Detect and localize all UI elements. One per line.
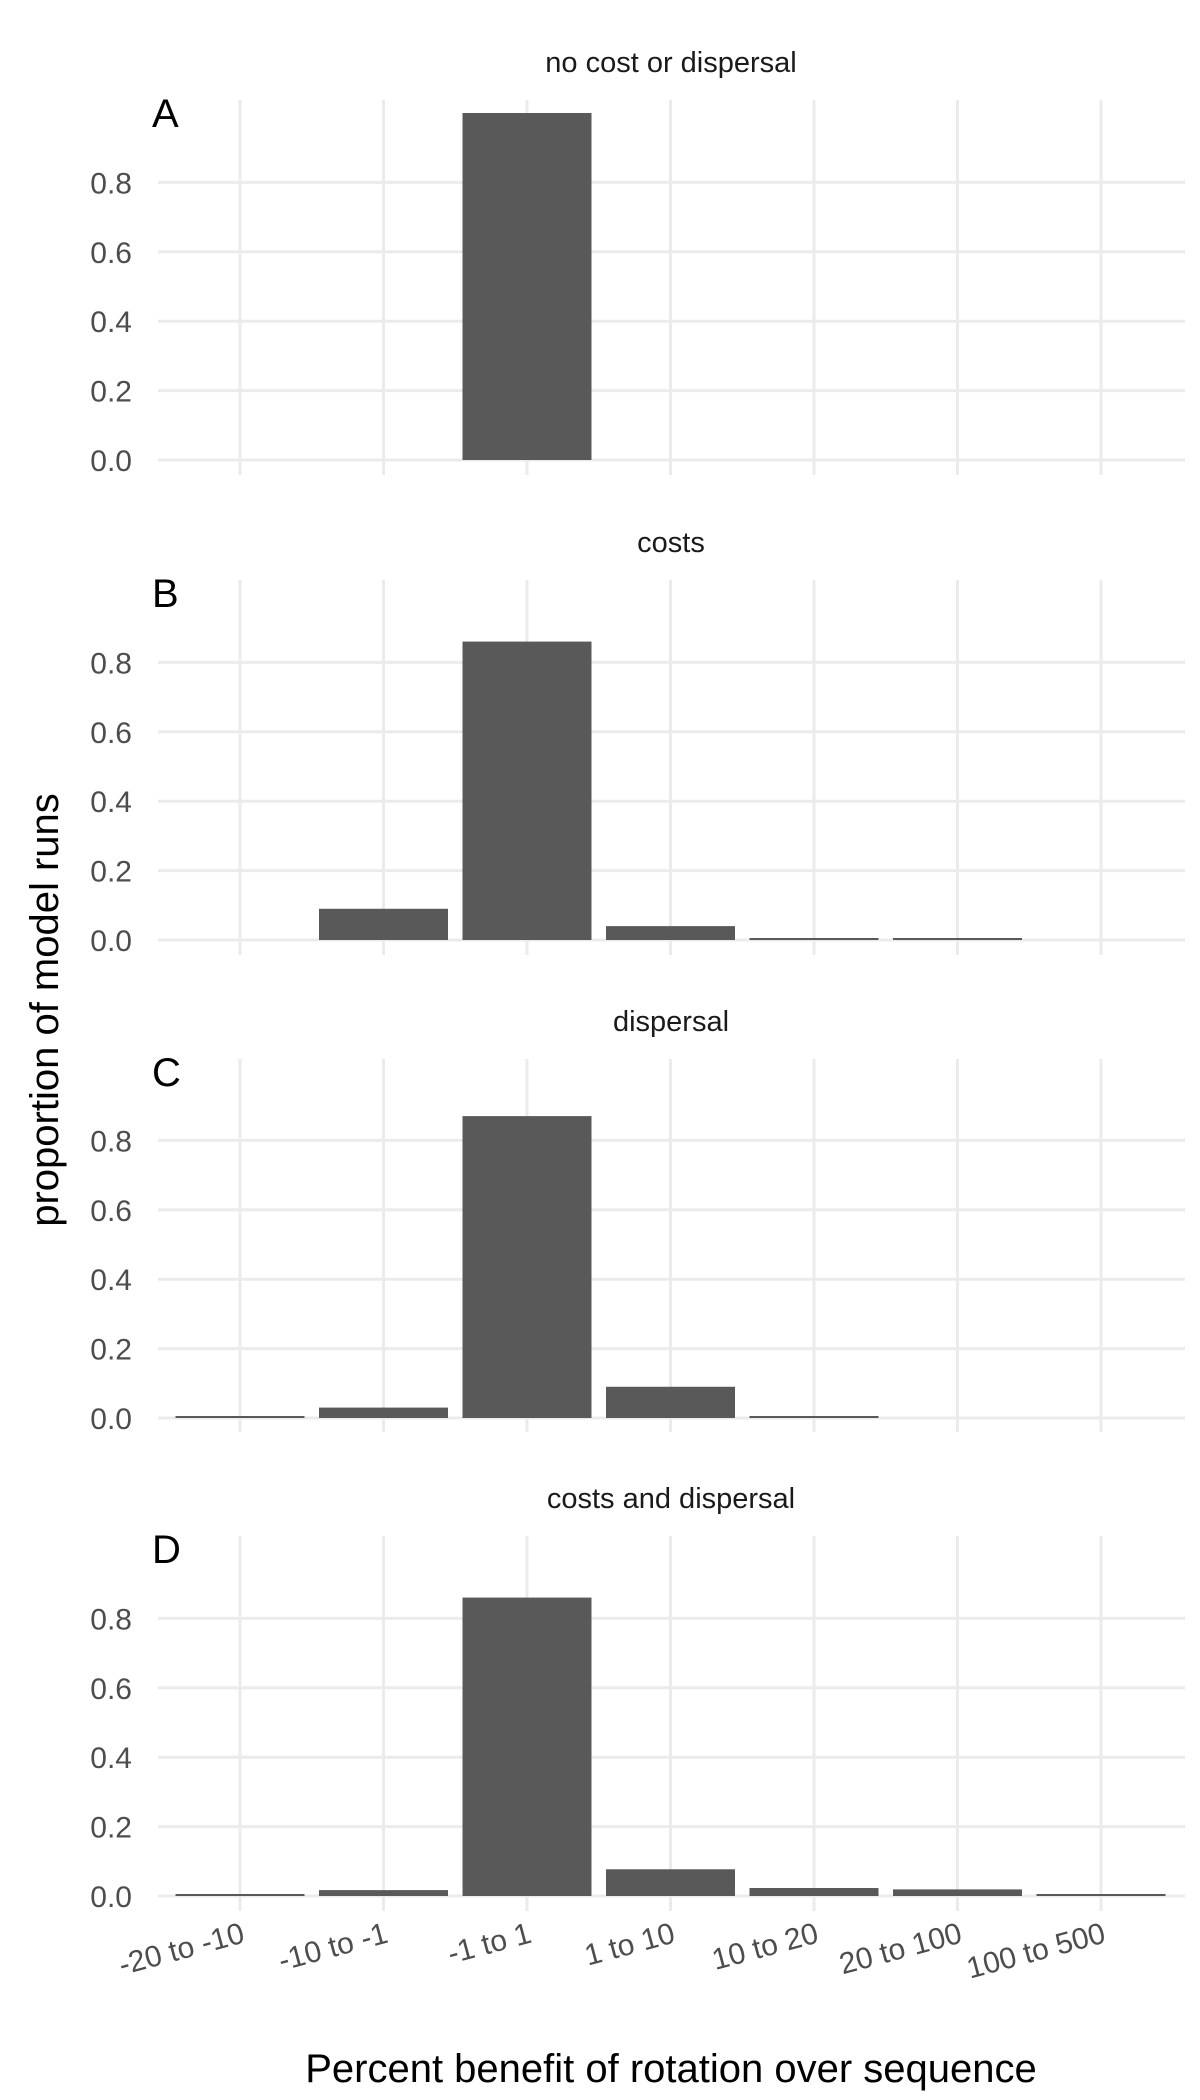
y-tick-label: 0.8 [90,167,132,200]
x-tick-label: 20 to 100 [836,1917,965,1981]
y-tick-label: 0.2 [90,1334,132,1367]
panel-tag: C [152,1051,181,1095]
y-tick-label: 0.6 [90,717,132,750]
panel-title: costs and dispersal [547,1483,795,1515]
bar-10to20 [749,938,879,940]
x-tick-label: -10 to -1 [275,1917,391,1978]
y-tick-label: 0.0 [90,925,132,958]
y-tick-label: 0.6 [90,1195,132,1228]
panel-tag: A [152,92,179,136]
x-tick-label: -1 to 1 [444,1917,535,1971]
bar-1to10 [606,1869,735,1896]
x-tick-label: -20 to -10 [115,1917,248,1982]
bar--20to-10 [175,1894,305,1896]
bar-100to500 [1036,1894,1166,1896]
bar--10to-1 [319,1890,448,1896]
bar-1to10 [606,926,735,940]
y-tick-label: 0.8 [90,1603,132,1636]
panel-tag: B [152,572,179,616]
bar-20to100 [893,938,1022,940]
bar-1to10 [606,1386,735,1418]
panel-title: no cost or dispersal [545,47,796,79]
y-tick-label: 0.2 [90,1812,132,1845]
bar--20to-10 [175,1416,305,1418]
y-tick-label: 0.2 [90,856,132,889]
x-tick-label: 1 to 10 [581,1917,678,1973]
y-tick-label: 0.4 [90,1264,132,1297]
y-axis-title: proportion of model runs [23,793,67,1227]
bar-10to20 [749,1888,879,1896]
panel-title: dispersal [613,1006,729,1038]
y-tick-label: 0.0 [90,1403,132,1436]
bar--10to-1 [319,908,448,940]
y-tick-label: 0.6 [90,1673,132,1706]
x-axis-title: Percent benefit of rotation over sequenc… [305,2047,1037,2091]
x-tick-label: 10 to 20 [709,1917,822,1977]
y-tick-label: 0.6 [90,237,132,270]
bar--1to1 [462,1116,592,1418]
bar-10to20 [749,1416,879,1418]
y-tick-label: 0.4 [90,306,132,339]
x-tick-label: 100 to 500 [963,1917,1109,1986]
bar--1to1 [462,1597,592,1896]
y-tick-label: 0.0 [90,445,132,478]
y-tick-label: 0.4 [90,786,132,819]
y-tick-label: 0.0 [90,1881,132,1914]
bar-20to100 [893,1889,1022,1896]
bar--1to1 [462,113,592,460]
y-tick-label: 0.8 [90,1125,132,1158]
y-tick-label: 0.2 [90,376,132,409]
y-tick-label: 0.8 [90,647,132,680]
panel-title: costs [637,527,705,559]
panel-tag: D [152,1528,181,1572]
bar--10to-1 [319,1407,448,1418]
bar--1to1 [462,641,592,940]
y-tick-label: 0.4 [90,1742,132,1775]
